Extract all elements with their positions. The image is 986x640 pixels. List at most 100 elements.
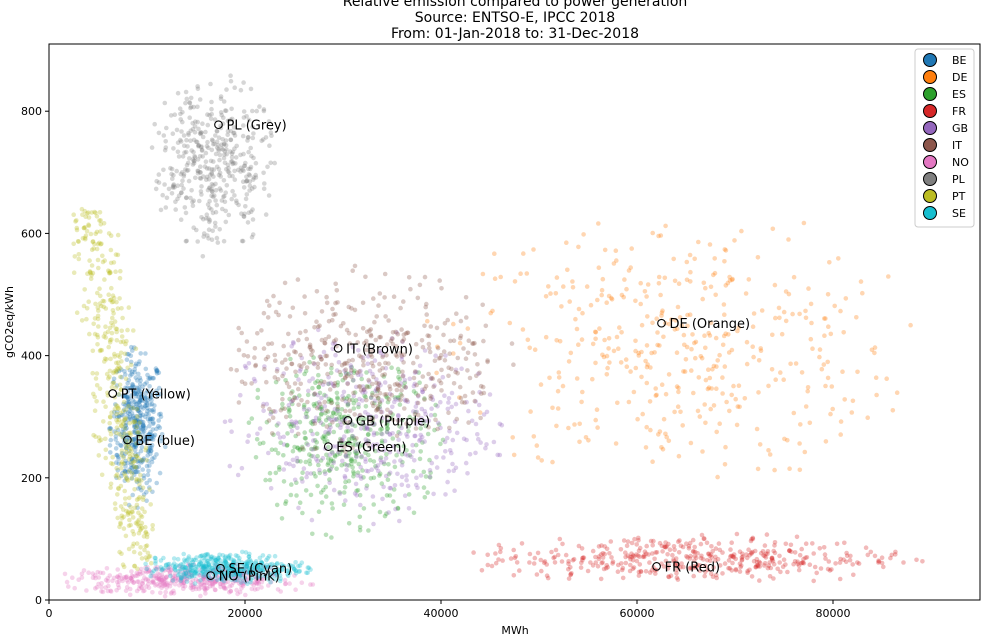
data-point (216, 143, 221, 148)
data-point (843, 559, 849, 565)
data-point (95, 290, 100, 296)
data-point (197, 97, 203, 102)
data-point (351, 469, 356, 475)
data-point (351, 474, 356, 479)
data-point (388, 410, 394, 416)
data-point (232, 568, 238, 574)
data-point (291, 341, 296, 346)
data-point (325, 462, 331, 468)
data-point (469, 418, 475, 424)
data-point (118, 432, 123, 437)
data-point (396, 417, 401, 423)
data-point (387, 432, 393, 438)
data-point (736, 383, 742, 389)
data-point (354, 450, 360, 456)
data-point (76, 252, 82, 257)
data-point (371, 374, 376, 380)
data-point (426, 333, 432, 339)
data-point (255, 387, 261, 393)
data-point (88, 231, 94, 237)
data-point (750, 535, 756, 541)
data-point (237, 575, 242, 580)
data-point (622, 277, 627, 282)
data-point (119, 359, 124, 364)
data-point (619, 330, 624, 335)
data-point (370, 381, 375, 387)
data-point (247, 173, 253, 178)
data-point (209, 170, 214, 175)
data-point (126, 509, 131, 515)
data-point (126, 523, 132, 528)
data-point (605, 564, 610, 570)
data-point (123, 575, 129, 580)
data-point (379, 426, 385, 432)
data-point (290, 398, 296, 403)
data-point (130, 458, 135, 464)
data-point (663, 545, 668, 550)
data-point (256, 569, 262, 574)
data-point (175, 90, 181, 96)
data-point (108, 260, 114, 266)
data-point (145, 453, 150, 458)
data-point (607, 360, 612, 365)
data-point (238, 572, 244, 578)
data-point (129, 371, 135, 377)
data-point (254, 108, 259, 114)
data-point (699, 532, 705, 538)
data-point (830, 406, 835, 412)
data-point (248, 166, 253, 172)
data-point (453, 465, 459, 471)
data-point (401, 336, 407, 342)
data-point (181, 186, 186, 191)
data-point (165, 567, 170, 573)
data-point (163, 139, 168, 144)
data-point (115, 515, 120, 521)
data-point (181, 571, 186, 576)
data-point (384, 413, 390, 419)
data-point (390, 417, 396, 423)
data-point (281, 467, 287, 472)
data-point (301, 466, 307, 471)
data-point (97, 286, 102, 292)
data-point (99, 584, 104, 590)
data-point (255, 395, 260, 401)
data-point (573, 316, 578, 322)
data-point (808, 336, 814, 342)
data-point (145, 577, 151, 582)
data-point (355, 416, 361, 422)
data-point (202, 587, 208, 593)
data-point (335, 395, 340, 400)
data-point (797, 552, 803, 558)
series-es-points (246, 355, 446, 540)
data-point (340, 377, 346, 383)
data-point (593, 330, 599, 335)
data-point (593, 554, 598, 560)
data-point (204, 174, 210, 180)
data-point (317, 390, 323, 396)
data-point (419, 338, 425, 343)
data-point (377, 361, 382, 367)
data-point (256, 581, 262, 587)
data-point (398, 392, 404, 397)
data-point (128, 575, 133, 581)
data-point (435, 345, 441, 351)
data-point (465, 368, 470, 373)
data-point (250, 232, 256, 237)
data-point (309, 446, 314, 452)
data-point (244, 114, 249, 119)
data-point (603, 565, 609, 571)
data-point (103, 404, 108, 410)
data-point (129, 475, 134, 481)
data-point (251, 582, 257, 588)
data-point (135, 441, 141, 446)
data-point (267, 143, 272, 148)
data-point (464, 437, 469, 443)
data-point (136, 385, 142, 391)
data-point (447, 428, 452, 434)
data-point (599, 560, 604, 566)
data-point (407, 414, 413, 420)
data-point (343, 399, 349, 404)
data-point (412, 433, 417, 439)
data-point (340, 458, 345, 464)
data-point (134, 479, 140, 485)
